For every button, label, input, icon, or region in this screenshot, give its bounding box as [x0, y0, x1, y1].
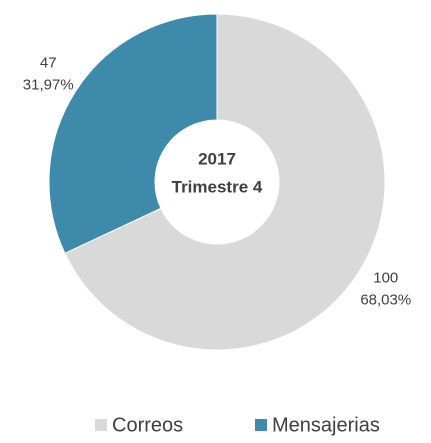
- legend-swatch: [95, 419, 107, 431]
- legend-label: Mensajerias: [272, 414, 380, 436]
- legend-label: Correos: [112, 414, 183, 436]
- value-label: 47: [40, 55, 57, 72]
- donut-slice: [48, 13, 218, 254]
- center-title: 2017: [198, 149, 236, 168]
- percent-label: 68,03%: [360, 291, 411, 308]
- value-label: 100: [373, 269, 398, 286]
- legend-swatch: [255, 419, 267, 431]
- center-subtitle: Trimestre 4: [172, 177, 263, 196]
- donut-slice: [64, 13, 386, 351]
- percent-label: 31,97%: [23, 77, 74, 94]
